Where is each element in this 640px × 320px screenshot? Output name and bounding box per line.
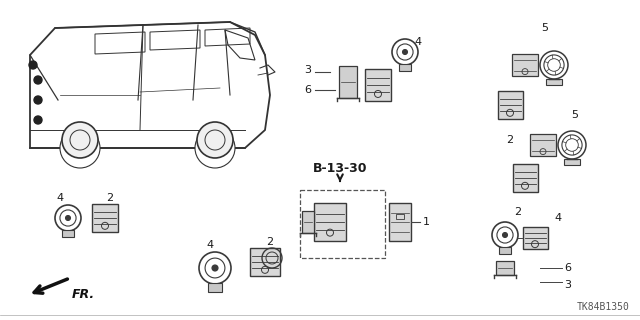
Text: 2: 2 [506,135,513,145]
Bar [339,66,357,98]
Bar [399,64,411,71]
Circle shape [60,128,100,168]
Bar [564,159,580,165]
Text: 1: 1 [422,217,429,227]
Text: 6: 6 [304,85,311,95]
Text: TK84B1350: TK84B1350 [577,302,630,312]
Text: FR.: FR. [72,289,95,301]
Bar [496,261,514,275]
Circle shape [212,265,218,271]
Circle shape [34,76,42,84]
Bar [62,230,74,237]
Text: 2: 2 [106,193,113,203]
Bar [546,79,562,85]
Circle shape [502,233,508,237]
Circle shape [34,116,42,124]
Text: 4: 4 [56,193,63,203]
Text: 4: 4 [207,240,214,250]
Text: 2: 2 [515,207,522,217]
Bar [530,134,556,156]
Bar [389,203,411,241]
Bar [314,203,346,241]
Text: B-13-30: B-13-30 [313,162,367,174]
Circle shape [62,122,98,158]
Circle shape [34,96,42,104]
Bar [302,211,314,233]
Bar [365,69,391,101]
Circle shape [403,50,407,54]
Bar [522,227,547,249]
Text: 2: 2 [266,237,273,247]
Text: 4: 4 [415,37,422,47]
Text: 4: 4 [554,213,561,223]
Bar [512,54,538,76]
Text: 3: 3 [564,280,572,290]
Bar [499,247,511,254]
Bar [208,283,222,292]
Text: 5: 5 [541,23,548,33]
Text: 3: 3 [304,65,311,75]
Bar [513,164,538,192]
Bar [300,190,385,258]
Text: 6: 6 [564,263,572,273]
Bar [396,214,404,219]
Circle shape [66,216,70,220]
Circle shape [29,61,37,69]
Text: 5: 5 [572,110,579,120]
Bar [250,248,280,276]
Circle shape [195,128,235,168]
Circle shape [197,122,233,158]
Bar [92,204,118,232]
Bar [497,91,522,119]
